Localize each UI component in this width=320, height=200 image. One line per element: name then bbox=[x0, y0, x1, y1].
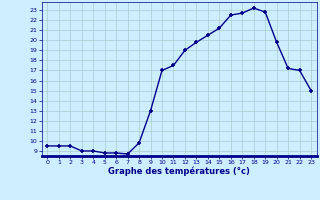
X-axis label: Graphe des températures (°c): Graphe des températures (°c) bbox=[108, 167, 250, 176]
